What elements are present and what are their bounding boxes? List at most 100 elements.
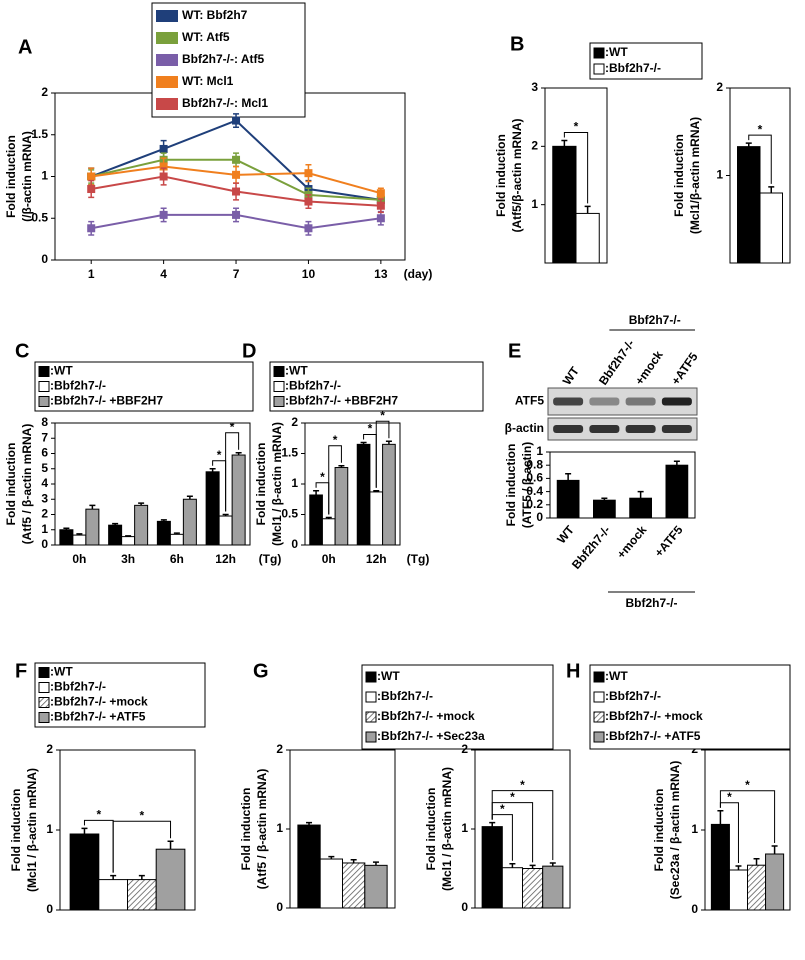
- blot-band: [625, 425, 656, 433]
- y-tick-label: 1: [461, 821, 468, 835]
- y-tick-label: 1: [276, 821, 283, 835]
- significance-label: *: [320, 470, 325, 484]
- legend-label: :Bbf2h7-/-: [605, 689, 661, 703]
- y-tick-label: 0: [691, 902, 698, 916]
- legend-label: :Bbf2h7-/- +Sec23a: [377, 729, 485, 743]
- bar: [522, 868, 544, 909]
- y-axis-label: Fold induction: [239, 788, 253, 871]
- plot-frame: [549, 451, 696, 519]
- error-bar: [110, 874, 117, 880]
- legend-label: :WT: [605, 45, 628, 59]
- y-tick-label: 1: [691, 822, 698, 836]
- bar: [542, 865, 564, 909]
- y-tick-label: 5: [41, 461, 48, 475]
- x-axis-label: (Tg): [259, 552, 282, 566]
- y-tick-label: 7: [41, 430, 48, 444]
- x-tick-label: 0h: [72, 552, 86, 566]
- legend-label: WT: Bbf2h7: [182, 8, 248, 22]
- bar: [108, 524, 123, 546]
- legend-label: WT: Mcl1: [182, 74, 234, 88]
- point: [232, 116, 241, 125]
- y-axis-label: (Mcl1/β-actin mRNA): [688, 117, 702, 234]
- legend-swatch: [38, 697, 50, 708]
- blot-strip: [547, 417, 698, 441]
- bar: [342, 862, 366, 909]
- y-axis-label: (Mcl1 / β-actin mRNA): [270, 422, 284, 546]
- y-tick-label: 2: [41, 507, 48, 521]
- significance-label: *: [745, 778, 750, 792]
- legend-label: :Bbf2h7-/-: [377, 689, 433, 703]
- y-tick-label: 1: [716, 168, 723, 182]
- significance-label: *: [727, 790, 732, 804]
- y-tick-label: 2: [531, 139, 538, 153]
- y-tick-label: 0: [276, 900, 283, 914]
- point: [159, 144, 168, 153]
- legend-label: Bbf2h7-/-: Atf5: [182, 52, 265, 66]
- legend-box: [34, 662, 206, 728]
- y-tick-label: 0.5: [281, 507, 298, 521]
- y-tick-label: 2: [276, 742, 283, 756]
- y-tick-label: 1: [531, 197, 538, 211]
- x-tick-label: 12h: [215, 552, 236, 566]
- point: [376, 201, 385, 210]
- bar: [155, 848, 186, 911]
- blot-row-label: β-actin: [505, 421, 544, 435]
- y-axis-label: Fold induction: [9, 789, 23, 872]
- point: [159, 210, 168, 219]
- y-tick-label: 0: [291, 537, 298, 551]
- error-bar: [565, 473, 572, 481]
- y-tick-label: 3: [41, 491, 48, 505]
- blot-band: [589, 425, 620, 433]
- y-axis-label: (/β-actin mRNA): [20, 131, 34, 222]
- significance-label: *: [520, 778, 525, 792]
- x-tick-label: +ATF5: [652, 523, 686, 560]
- y-tick-label: 8: [41, 415, 48, 429]
- point: [232, 187, 241, 196]
- legend-swatch: [365, 671, 377, 683]
- point: [87, 224, 96, 233]
- significance-bracket: [375, 420, 390, 488]
- legend-box: [269, 361, 484, 412]
- blot-lane-label: +mock: [632, 348, 666, 388]
- bar: [121, 536, 136, 546]
- error-bar: [771, 845, 778, 854]
- significance-label: *: [574, 120, 579, 134]
- legend-swatch: [38, 667, 50, 678]
- legend-swatch: [273, 381, 285, 392]
- error-bar: [372, 861, 379, 866]
- bar: [319, 858, 343, 909]
- legend-box: [34, 361, 254, 412]
- x-tick-label: Bbf2h7-/-: [569, 523, 613, 572]
- y-axis-label: Fold induction: [494, 134, 508, 217]
- significance-bracket: [491, 790, 554, 860]
- legend-label: :WT: [605, 669, 628, 683]
- legend-swatch: [156, 32, 178, 44]
- y-axis-label: Fold induction: [504, 444, 518, 527]
- bar: [309, 494, 323, 546]
- y-axis-label: Fold induction: [652, 789, 666, 872]
- panel-letter: D: [242, 340, 256, 362]
- y-axis-label: (Atf5 / β-actin mRNA): [20, 424, 34, 545]
- significance-bracket: [719, 790, 776, 843]
- y-tick-label: 0: [41, 537, 48, 551]
- y-tick-label: 2: [46, 742, 53, 756]
- significance-bracket: [112, 820, 172, 873]
- y-tick-label: 1: [41, 169, 48, 183]
- legend-swatch: [38, 366, 50, 377]
- legend-swatch: [365, 691, 377, 703]
- x-tick-label: 1: [88, 267, 95, 281]
- legend-label: :Bbf2h7-/-: [285, 379, 341, 393]
- y-tick-label: 2: [461, 742, 468, 756]
- bar: [182, 498, 197, 546]
- bar: [218, 515, 233, 546]
- x-tick-label: 4: [160, 267, 167, 281]
- error-bar: [549, 862, 556, 867]
- error-bar: [673, 460, 680, 466]
- bar: [134, 504, 149, 546]
- panel-letter: G: [253, 660, 269, 682]
- group-label: Bbf2h7-/-: [629, 313, 681, 327]
- legend-swatch: [156, 98, 178, 110]
- y-tick-label: 0: [46, 902, 53, 916]
- blot-band: [661, 397, 692, 406]
- bar: [321, 518, 336, 546]
